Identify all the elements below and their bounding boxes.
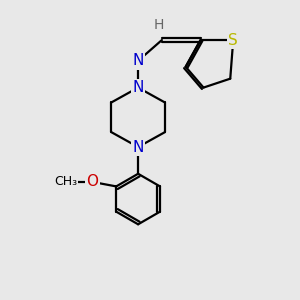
Text: N: N	[132, 80, 144, 95]
Text: S: S	[228, 32, 238, 47]
Text: N: N	[132, 140, 144, 154]
Text: CH₃: CH₃	[54, 176, 77, 188]
Text: O: O	[86, 175, 98, 190]
Text: N: N	[132, 53, 144, 68]
Text: H: H	[154, 18, 164, 32]
